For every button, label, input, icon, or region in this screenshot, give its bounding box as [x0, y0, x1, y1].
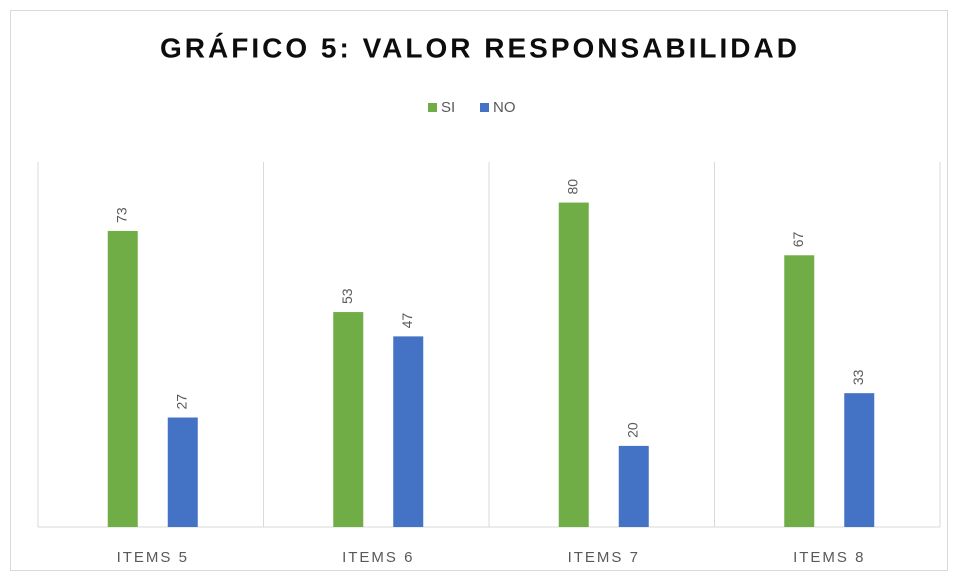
data-label: 73 — [113, 207, 129, 223]
bar — [333, 312, 364, 527]
legend-swatch — [428, 103, 437, 112]
x-tick-label: ITEMS 6 — [342, 549, 414, 566]
data-label: 53 — [339, 288, 355, 304]
data-label: 33 — [850, 369, 866, 385]
data-label: 47 — [399, 313, 415, 329]
bar — [167, 417, 198, 527]
bar — [844, 393, 875, 527]
legend-label: SI — [441, 99, 455, 116]
bar — [784, 255, 815, 527]
bar — [618, 445, 649, 527]
bar — [558, 202, 589, 528]
x-tick-label: ITEMS 7 — [568, 549, 640, 566]
legend-label: NO — [493, 99, 516, 116]
bar — [393, 336, 424, 527]
legend-swatch — [480, 103, 489, 112]
x-tick-label: ITEMS 8 — [793, 549, 865, 566]
data-label: 20 — [624, 422, 640, 438]
bar — [107, 230, 138, 527]
data-label: 27 — [173, 394, 189, 410]
data-label: 80 — [564, 179, 580, 195]
x-tick-label: ITEMS 5 — [117, 549, 189, 566]
data-label: 67 — [790, 231, 806, 247]
chart-title: GRÁFICO 5: VALOR RESPONSABILIDAD — [160, 32, 800, 63]
